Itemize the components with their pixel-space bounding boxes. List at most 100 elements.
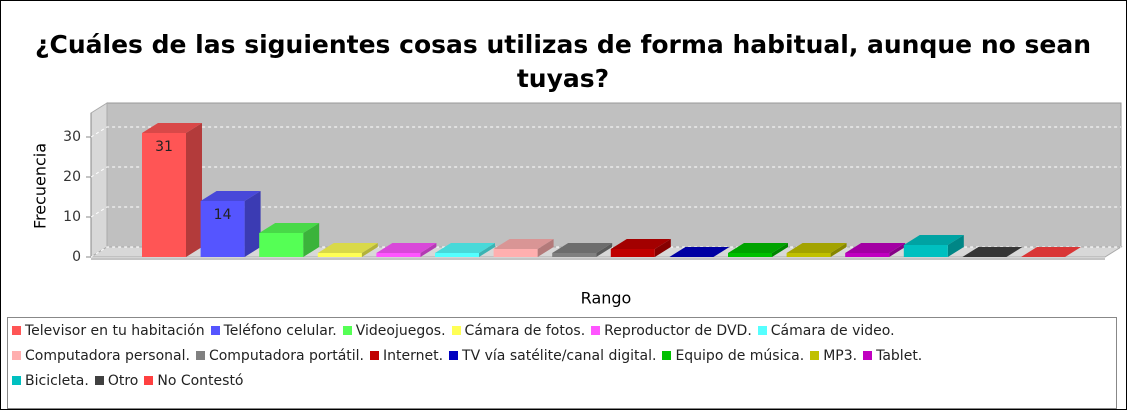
legend-label: Cámara de fotos.: [464, 322, 586, 339]
legend-label: Reproductor de DVD.: [604, 322, 752, 339]
bar: [610, 239, 671, 257]
legend-swatch: [863, 351, 873, 360]
bar-side: [889, 243, 906, 257]
bar-side: [596, 243, 613, 257]
bar-front: [200, 201, 245, 257]
grid-line: [90, 206, 1121, 218]
legend-label: Computadora personal.: [25, 347, 190, 364]
legend-swatch: [94, 376, 104, 385]
data-label: 31: [155, 139, 173, 155]
bar-side: [186, 123, 202, 257]
bar-side: [420, 243, 437, 257]
bar-front: [317, 253, 362, 257]
legend-swatch: [12, 376, 21, 385]
bar-side: [244, 191, 261, 257]
bar: [142, 123, 202, 257]
grid-line: [90, 246, 1121, 258]
legend-swatch: [449, 351, 459, 360]
bar-front: [142, 133, 186, 257]
legend-item: Otro: [94, 372, 139, 389]
y-tick-label: 0: [72, 249, 81, 265]
legend-row: Televisor en tu habitación Teléfono celul…: [8, 318, 1116, 343]
bar-front: [786, 253, 831, 257]
legend-label: TV vía satélite/canal digital.: [462, 347, 657, 364]
bar-top: [845, 243, 906, 253]
bar-top: [669, 247, 730, 257]
legend-swatch: [210, 326, 220, 335]
bar-top: [610, 239, 671, 249]
legend-item: Televisor en tu habitación: [12, 323, 205, 339]
bar-top: [200, 191, 261, 201]
bar: [1021, 247, 1081, 257]
legend-label: Equipo de música.: [675, 347, 805, 364]
bar-side: [303, 223, 320, 257]
bar-top: [259, 223, 320, 233]
legend-label: Otro: [107, 372, 139, 389]
bar-front: [493, 249, 538, 257]
legend-swatch: [810, 351, 820, 360]
legend-swatch: [451, 326, 461, 335]
bar: [786, 243, 847, 257]
bar-top: [1021, 247, 1081, 257]
legend-item: No Contestó: [144, 372, 244, 389]
grid-line: [90, 166, 1121, 178]
bar-top: [552, 243, 613, 253]
bar-top: [435, 243, 495, 253]
bar-side: [947, 235, 964, 257]
bar-top: [903, 235, 964, 245]
legend-item: Equipo de música.: [662, 348, 804, 364]
legend-label: MP3.: [823, 347, 858, 364]
legend-item: TV vía satélite/canal digital.: [449, 348, 656, 364]
legend-item: MP3.: [810, 348, 857, 364]
legend-swatch: [12, 326, 21, 335]
bar: [376, 243, 437, 257]
legend-swatch: [370, 351, 379, 360]
y-tick-label: 30: [63, 129, 81, 145]
bar-top: [728, 243, 788, 253]
chart: ¿Cuáles de las siguientes cosas utilizas…: [31, 30, 1123, 308]
bar: [669, 247, 730, 257]
legend-swatch: [662, 351, 672, 360]
x-axis-label: Rango: [581, 289, 632, 308]
legend-item: Computadora personal.: [12, 348, 190, 364]
legend-label: Cámara de video.: [770, 322, 895, 339]
bar: [845, 243, 906, 257]
bar-side: [361, 243, 378, 257]
bar-front: [903, 245, 948, 257]
grid-line: [90, 126, 1121, 138]
bar-top: [376, 243, 437, 253]
bar: [317, 243, 378, 257]
legend: Televisor en tu habitación Teléfono celul…: [7, 317, 1117, 409]
legend-label: Internet.: [383, 347, 444, 364]
legend-item: Internet.: [370, 348, 443, 364]
legend-swatch: [757, 326, 767, 335]
bar-front: [552, 253, 597, 257]
bar: [200, 191, 261, 257]
legend-label: No Contestó: [157, 372, 244, 389]
chart-title: ¿Cuáles de las siguientes cosas utilizas…: [35, 30, 1091, 93]
bar: [728, 243, 788, 257]
legend-label: Televisor en tu habitación: [25, 322, 205, 339]
bar: [435, 243, 495, 257]
legend-row: Bicicleta. Otro No Contestó: [8, 368, 1116, 393]
bar: [552, 243, 613, 257]
legend-label: Tablet.: [876, 347, 923, 364]
legend-item: Tablet.: [863, 348, 922, 364]
bar-front: [610, 249, 655, 257]
bar-side: [772, 243, 788, 257]
bar-top: [962, 247, 1023, 257]
legend-item: Cámara de video.: [757, 322, 895, 339]
legend-swatch: [591, 326, 601, 335]
legend-swatch: [195, 351, 205, 360]
legend-swatch: [12, 351, 21, 360]
bar-front: [435, 253, 479, 257]
bar: [903, 235, 964, 257]
bar-side: [479, 243, 495, 257]
bar: [962, 247, 1023, 257]
legend-swatch: [144, 376, 154, 385]
bar: [259, 223, 320, 257]
bar-front: [728, 253, 772, 257]
legend-label: Bicicleta.: [25, 372, 89, 389]
legend-item: Videojuegos.: [342, 323, 446, 339]
bar-side: [830, 243, 847, 257]
